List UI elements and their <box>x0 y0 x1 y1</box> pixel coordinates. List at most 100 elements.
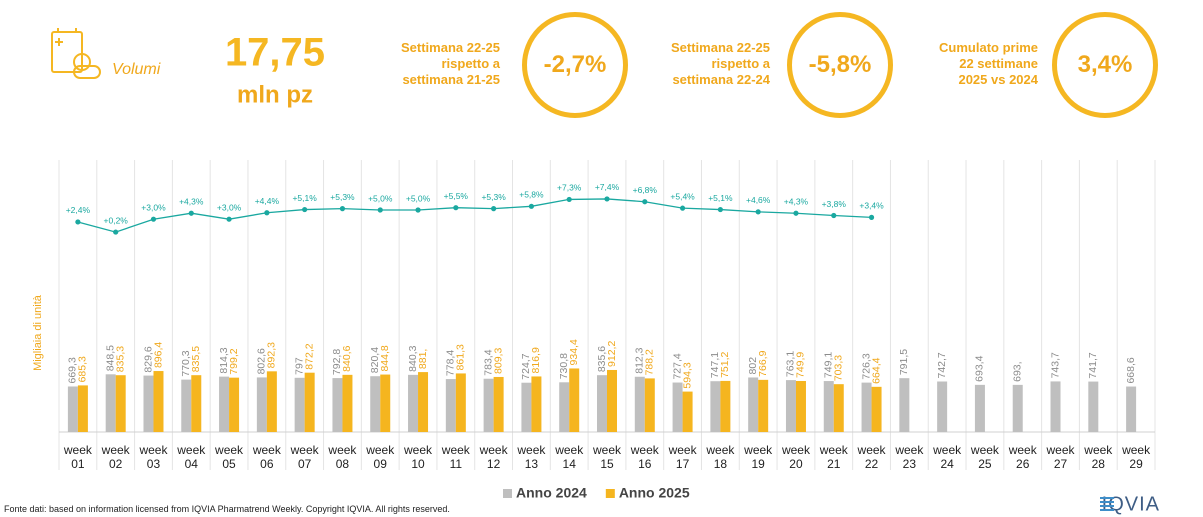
growth-label: +5,3% <box>481 192 506 202</box>
value-label: 751,2 <box>719 351 731 377</box>
bar <box>493 376 504 432</box>
value-label: 881, <box>417 349 429 369</box>
growth-label: +2,4% <box>66 205 91 215</box>
bar <box>445 379 456 432</box>
value-label: 814,3 <box>218 347 230 373</box>
bar <box>682 391 693 432</box>
growth-label: +6,8% <box>633 185 658 195</box>
growth-label: +3,8% <box>822 199 847 209</box>
kpi-label-line: Cumulato prime <box>939 40 1038 55</box>
bar <box>219 376 230 432</box>
x-tick-label: week 11 <box>441 443 470 471</box>
value-label: 802 <box>747 357 759 375</box>
growth-point <box>302 206 308 213</box>
bar <box>758 379 769 432</box>
bar <box>418 372 429 432</box>
value-label: 802,6 <box>256 348 268 374</box>
value-label: 664,4 <box>870 357 882 383</box>
growth-label: +4,3% <box>784 196 809 206</box>
kpi-label-line: rispetto a <box>441 56 500 71</box>
growth-point <box>566 196 572 203</box>
kpi-label-line: Settimana 22-25 <box>671 40 770 55</box>
value-label: 835,6 <box>596 346 608 372</box>
growth-label: +3,4% <box>859 201 884 211</box>
value-label: 840,6 <box>341 345 353 371</box>
value-label: 741,7 <box>1087 352 1099 378</box>
x-tick-label: week 25 <box>970 443 999 471</box>
growth-point <box>528 203 535 209</box>
kpi-value: -5,8% <box>787 12 893 118</box>
source-note: Fonte dati: based on information license… <box>4 504 450 514</box>
growth-point <box>717 206 723 213</box>
value-label: 703,3 <box>833 355 845 381</box>
x-tick-label: week 06 <box>252 443 281 471</box>
x-tick-label: week 12 <box>479 443 508 471</box>
value-label: 770,3 <box>180 350 192 376</box>
bar <box>115 375 126 432</box>
growth-label: +3,0% <box>141 202 166 212</box>
growth-point <box>188 210 194 216</box>
growth-point <box>755 209 761 215</box>
bar <box>795 381 806 432</box>
logo-lines <box>1100 497 1114 511</box>
kpi-value: 3,4% <box>1052 12 1158 118</box>
bar <box>483 378 494 432</box>
value-label: 872,2 <box>303 343 315 369</box>
growth-point <box>377 207 383 213</box>
growth-label: +5,0% <box>406 193 431 203</box>
growth-point <box>113 229 119 235</box>
value-label: 812,3 <box>634 347 646 373</box>
bar <box>304 372 315 432</box>
total-unit: mln pz <box>237 81 313 108</box>
growth-point <box>831 212 837 219</box>
x-tick-label: week 17 <box>668 443 697 471</box>
bar <box>153 371 164 432</box>
growth-point <box>604 196 610 202</box>
x-tick-label: week 15 <box>592 443 621 471</box>
bar <box>67 386 78 432</box>
volumi-icon <box>51 28 101 79</box>
value-label: 730,8 <box>558 353 570 379</box>
value-label: 829,6 <box>142 346 154 372</box>
value-label: 763,1 <box>785 351 797 377</box>
growth-label: +4,4% <box>255 196 280 206</box>
bar <box>785 380 796 432</box>
x-tick-label: week 26 <box>1008 443 1037 471</box>
bar <box>77 385 88 432</box>
bar <box>143 375 154 432</box>
bar <box>871 386 882 432</box>
kpi-label: Cumulato prime 22 settimane 2025 vs 2024 <box>838 40 1038 88</box>
value-label: 693,4 <box>974 355 986 381</box>
growth-label: +5,4% <box>670 191 695 201</box>
bar <box>672 382 683 432</box>
x-tick-label: week 24 <box>933 443 962 471</box>
kpi-label-line: 22 settimane <box>959 56 1038 71</box>
bar <box>1012 384 1023 432</box>
bar <box>833 384 844 432</box>
value-label: 724,7 <box>520 353 532 379</box>
growth-label: +7,4% <box>595 182 620 192</box>
value-label: 783,4 <box>482 349 494 375</box>
bar <box>644 378 655 432</box>
bar <box>1050 381 1061 432</box>
bar <box>229 377 240 432</box>
growth-label: +3,0% <box>217 202 242 212</box>
value-label: 742,7 <box>936 352 948 378</box>
growth-point <box>453 205 459 211</box>
kpi-label-line: settimana 22-24 <box>672 72 770 87</box>
value-label: 820,4 <box>369 347 381 373</box>
x-tick-label: week 22 <box>857 443 886 471</box>
growth-point <box>150 216 157 222</box>
growth-point <box>642 199 648 205</box>
bar <box>191 375 202 432</box>
x-tick-label: week 09 <box>366 443 395 471</box>
bar <box>342 374 353 432</box>
x-tick-label: week 28 <box>1084 443 1113 471</box>
bar <box>266 371 277 432</box>
logo: IQVIA <box>1102 493 1160 515</box>
value-label: 727,4 <box>671 353 683 379</box>
value-label: 861,3 <box>455 344 467 370</box>
x-tick-label: week 01 <box>63 443 92 471</box>
bar <box>634 376 645 432</box>
value-label: 799,2 <box>228 348 240 374</box>
